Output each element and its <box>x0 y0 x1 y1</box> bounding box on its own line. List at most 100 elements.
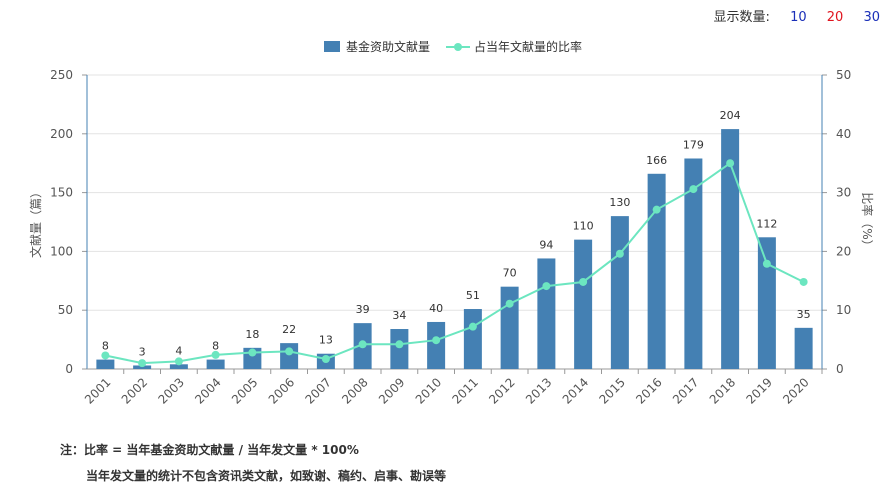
bar[interactable] <box>427 321 446 369</box>
bar[interactable] <box>794 327 813 369</box>
y-axis-tick-label: 200 <box>50 127 73 141</box>
y2-axis-tick-label: 30 <box>836 186 851 200</box>
display-count-selector: 显示数量: 10 20 30 <box>714 6 880 25</box>
bar[interactable] <box>169 364 188 369</box>
x-axis-tick-label: 2002 <box>119 375 150 406</box>
bar[interactable] <box>390 329 409 369</box>
legend-item-line[interactable]: 占当年文献量的比率 <box>474 39 582 54</box>
y2-axis-tick-label: 50 <box>836 68 851 82</box>
ratio-point[interactable] <box>579 277 588 286</box>
note-line-1: 注：比率 = 当年基金资助文献量 / 当年发文量 * 100% <box>60 443 359 457</box>
bar-value-label: 3 <box>139 345 146 358</box>
bar-value-label: 166 <box>646 154 667 167</box>
ratio-point[interactable] <box>432 336 441 345</box>
x-axis-tick-label: 2014 <box>560 375 591 406</box>
ratio-point[interactable] <box>358 340 367 349</box>
x-axis-tick-label: 2011 <box>449 375 480 406</box>
ratio-point[interactable] <box>211 350 220 359</box>
bar[interactable] <box>206 359 225 369</box>
x-axis-tick-label: 2006 <box>266 375 297 406</box>
bar-value-label: 110 <box>573 220 594 233</box>
bar-value-label: 130 <box>609 196 630 209</box>
y2-axis-tick-label: 0 <box>836 362 844 376</box>
bar-value-label: 8 <box>212 340 219 353</box>
legend-item-bars[interactable]: 基金资助文献量 <box>346 39 430 54</box>
display-count-label: 显示数量: <box>713 10 770 25</box>
bar-value-label: 39 <box>356 303 370 316</box>
bar-value-label: 94 <box>539 238 553 251</box>
bar-value-label: 34 <box>392 309 406 322</box>
x-axis-tick-label: 2020 <box>780 375 811 406</box>
ratio-point[interactable] <box>395 340 404 349</box>
x-axis-tick-label: 2012 <box>486 375 517 406</box>
display-count-option-20[interactable]: 20 <box>826 10 844 25</box>
y2-axis-tick-label: 10 <box>836 303 851 317</box>
bar[interactable] <box>757 237 776 369</box>
bar-value-label: 22 <box>282 323 296 336</box>
ratio-point[interactable] <box>799 277 808 286</box>
ratio-point[interactable] <box>468 322 477 331</box>
ratio-point[interactable] <box>321 355 330 364</box>
bar[interactable] <box>500 286 519 369</box>
bar[interactable] <box>96 359 115 369</box>
x-axis-tick-label: 2003 <box>155 375 186 406</box>
x-axis-tick-label: 2007 <box>302 375 333 406</box>
y2-axis-tick-label: 20 <box>836 244 851 258</box>
ratio-point[interactable] <box>101 351 110 360</box>
ratio-point[interactable] <box>285 347 294 356</box>
y-axis-tick-label: 150 <box>50 186 73 200</box>
x-axis-tick-label: 2010 <box>413 375 444 406</box>
bar-value-label: 204 <box>720 109 741 122</box>
legend-line-marker <box>454 43 462 51</box>
bar-value-label: 112 <box>756 217 777 230</box>
x-axis-tick-label: 2005 <box>229 375 260 406</box>
ratio-point[interactable] <box>615 249 624 258</box>
x-axis-tick-label: 2013 <box>523 375 554 406</box>
x-axis-tick-label: 2015 <box>596 375 627 406</box>
x-axis-tick-label: 2017 <box>670 375 701 406</box>
bar-value-label: 18 <box>245 328 259 341</box>
bar[interactable] <box>463 309 482 369</box>
x-axis-tick-label: 2001 <box>82 375 113 406</box>
note-line-2: 当年发文量的统计不包含资讯类文献，如致谢、稿约、启事、勘误等 <box>86 469 447 483</box>
bar[interactable] <box>537 258 556 369</box>
x-axis-tick-label: 2008 <box>339 375 370 406</box>
y-axis-title: 文献量（篇） <box>28 186 43 258</box>
bar-value-label: 40 <box>429 302 443 315</box>
bar[interactable] <box>280 343 299 369</box>
bar[interactable] <box>610 216 629 369</box>
ratio-point[interactable] <box>542 282 551 291</box>
ratio-point[interactable] <box>762 259 771 268</box>
ratio-point[interactable] <box>652 205 661 214</box>
x-axis-tick-label: 2019 <box>743 375 774 406</box>
bar-value-label: 51 <box>466 289 480 302</box>
x-axis-tick-label: 2016 <box>633 375 664 406</box>
bar[interactable] <box>133 365 152 369</box>
ratio-point[interactable] <box>505 299 514 308</box>
bar-value-label: 179 <box>683 138 704 151</box>
ratio-line <box>105 161 805 365</box>
x-axis-tick-label: 2009 <box>376 375 407 406</box>
ratio-point[interactable] <box>248 348 257 357</box>
legend-bar-swatch <box>324 41 340 52</box>
display-count-option-30[interactable]: 30 <box>863 10 880 25</box>
funding-chart: 0 50 100 150 200 250 0 10 20 30 40 50 文献量（篇） 比率（%） 8 20… <box>28 39 875 407</box>
ratio-point[interactable] <box>138 359 147 368</box>
bar[interactable] <box>647 173 666 369</box>
y2-axis-tick-label: 40 <box>836 127 851 141</box>
y-axis-tick-label: 100 <box>50 244 73 258</box>
bar-value-label: 4 <box>175 344 182 357</box>
x-axis-tick-label: 2004 <box>192 375 223 406</box>
ratio-point[interactable] <box>689 185 698 194</box>
y-axis-tick-label: 50 <box>58 303 73 317</box>
y-axis-tick-label: 250 <box>50 68 73 82</box>
ratio-point[interactable] <box>174 357 183 366</box>
ratio-point[interactable] <box>726 159 735 168</box>
x-axis-tick-label: 2018 <box>707 375 738 406</box>
bar-value-label: 35 <box>797 308 811 321</box>
bar[interactable] <box>684 158 703 369</box>
bar[interactable] <box>574 239 593 369</box>
y-axis-tick-label: 0 <box>65 362 73 376</box>
display-count-option-10[interactable]: 10 <box>790 10 807 25</box>
bar[interactable] <box>721 129 740 369</box>
